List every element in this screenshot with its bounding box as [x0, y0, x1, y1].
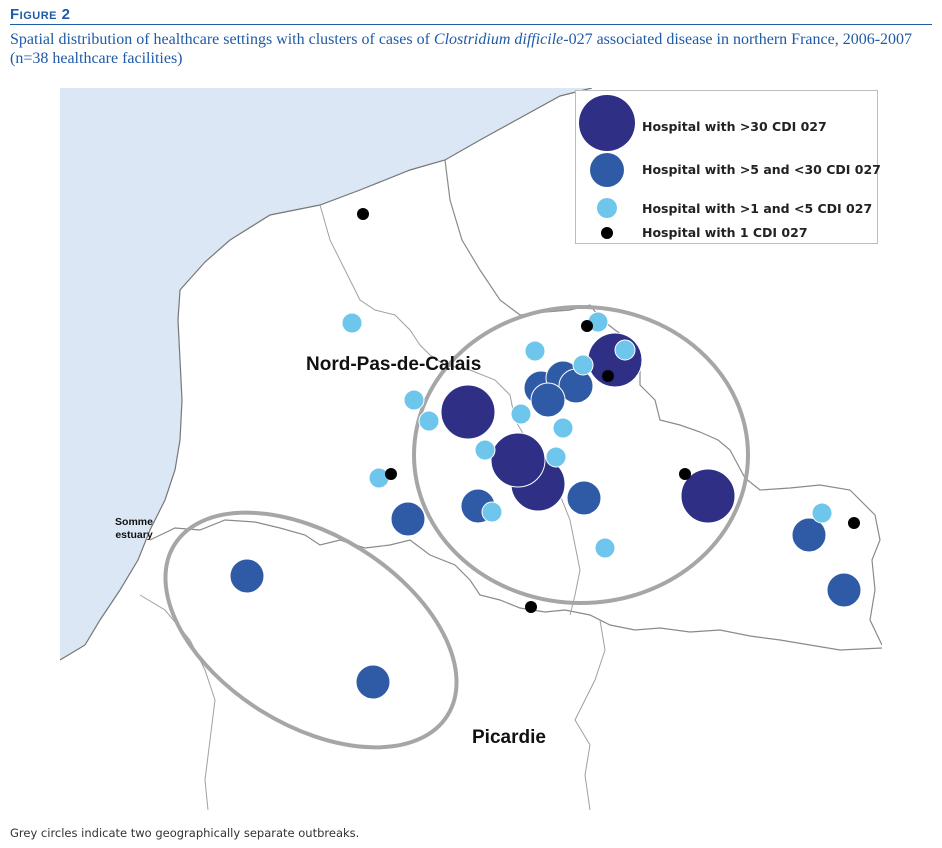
hospital-large — [440, 384, 496, 440]
hospital-small — [572, 354, 594, 376]
hospital-large — [490, 432, 546, 488]
figure-caption: Spatial distribution of healthcare setti… — [10, 30, 925, 68]
region-label-north: Nord-Pas-de-Calais — [306, 354, 482, 375]
hospital-single — [581, 320, 593, 332]
legend-label-small: Hospital with >1 and <5 CDI 027 — [642, 201, 873, 216]
legend-symbol-large — [579, 95, 635, 151]
hospital-small — [594, 537, 616, 559]
sea-area — [60, 88, 592, 660]
hospital-medium — [791, 517, 827, 553]
hospital-small — [614, 339, 636, 361]
title-rule — [10, 24, 932, 25]
caption-pre: Spatial distribution of healthcare setti… — [10, 31, 434, 48]
hospital-large — [587, 332, 643, 388]
caption-italic: Clostridium difficile — [433, 31, 564, 48]
hospital-single — [602, 370, 614, 382]
hospital-small — [552, 417, 574, 439]
hospital-large — [680, 468, 736, 524]
hospital-single — [357, 208, 369, 220]
outbreak-ring-south — [163, 510, 459, 750]
map-legend: Hospital with >30 CDI 027 Hospital with … — [575, 90, 881, 244]
legend-label-medium: Hospital with >5 and <30 CDI 027 — [642, 162, 881, 177]
department-border-south-2 — [574, 619, 606, 811]
map-svg — [59, 87, 883, 811]
legend-symbol-small — [597, 198, 617, 218]
legend-item-small: Hospital with >1 and <5 CDI 027 — [576, 198, 879, 219]
hospital-medium — [390, 501, 426, 537]
hospital-medium — [566, 480, 602, 516]
hospital-single — [385, 468, 397, 480]
legend-item-single: Hospital with 1 CDI 027 — [576, 224, 879, 244]
region-label-south: Picardie — [472, 727, 546, 748]
hospital-single — [525, 601, 537, 613]
estuary-label-line2: estuary — [115, 529, 153, 541]
estuary-label: Somme estuary — [104, 516, 164, 542]
legend-label-large: Hospital with >30 CDI 027 — [642, 119, 827, 134]
estuary-label-line1: Somme — [115, 516, 153, 528]
outbreak-ring-north — [412, 305, 750, 605]
legend-label-single: Hospital with 1 CDI 027 — [642, 225, 808, 240]
hospital-small — [481, 501, 503, 523]
regional-border — [149, 519, 883, 651]
hospital-small — [510, 403, 532, 425]
hospital-small — [418, 410, 440, 432]
hospital-medium — [530, 382, 566, 418]
national-border — [444, 159, 883, 646]
hospital-medium — [826, 572, 862, 608]
hospital-small — [403, 389, 425, 411]
hospital-single — [848, 517, 860, 529]
legend-symbol-medium — [590, 153, 624, 187]
legend-item-medium: Hospital with >5 and <30 CDI 027 — [576, 153, 881, 187]
caption-post: -027 associated disease in northern Fran… — [10, 31, 913, 67]
hospital-single — [679, 468, 691, 480]
figure-footnote: Grey circles indicate two geographically… — [10, 826, 360, 840]
hospital-small — [811, 502, 833, 524]
figure-label: Figure 2 — [10, 6, 71, 23]
hospital-small — [545, 446, 567, 468]
hospital-medium — [229, 558, 265, 594]
hospital-small — [474, 439, 496, 461]
department-border — [319, 204, 581, 616]
coastline — [59, 87, 593, 661]
legend-symbol-single — [601, 227, 613, 239]
department-border-south — [139, 594, 216, 811]
hospital-medium — [355, 664, 391, 700]
hospital-small — [524, 340, 546, 362]
hospital-small — [341, 312, 363, 334]
legend-item-large: Hospital with >30 CDI 027 — [576, 95, 879, 151]
